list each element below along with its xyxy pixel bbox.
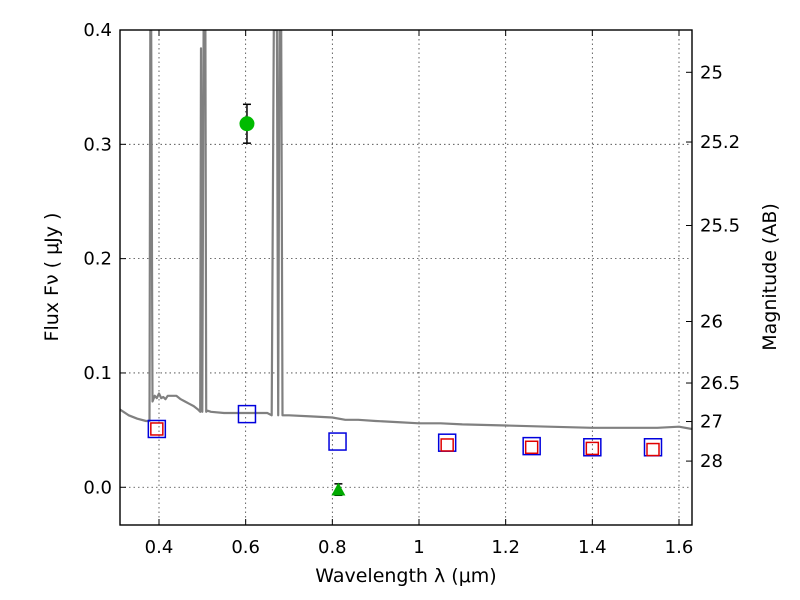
right-tick-label: 26 (700, 312, 723, 333)
x-tick-label: 1.4 (578, 537, 607, 558)
right-tick-label: 28 (700, 451, 723, 472)
model-photometry-marker (583, 438, 602, 457)
axis-ticks: 0.4 0.6 0.8 1 1.2 1.4 1.6 0.0 0.1 0.2 0.3 0.4 25 25.2… (83, 20, 740, 558)
right-tick-label: 26.5 (700, 373, 740, 394)
upper-limit-marker (331, 482, 346, 496)
photometry-marker (150, 422, 164, 436)
model-photometry-marker (522, 436, 541, 456)
right-tick-label: 25 (700, 62, 723, 83)
x-tick-label: 1.6 (665, 537, 694, 558)
detection-marker (239, 116, 255, 132)
x-tick-label: 1 (413, 537, 424, 558)
y-tick-label: 0.4 (83, 20, 112, 41)
y-tick-label: 0.1 (83, 363, 112, 384)
photometry-marker (524, 440, 539, 455)
x-tick-label: 1.2 (491, 537, 520, 558)
right-axis-label: Magnitude (AB) (759, 203, 781, 351)
photometry-marker (440, 438, 454, 452)
y-axis-label: Flux Fν ( μJy ) (41, 213, 63, 342)
model-photometry-marker (237, 404, 257, 424)
y-tick-label: 0.0 (83, 477, 112, 498)
model-photometry-marker (147, 419, 167, 439)
right-tick-label: 27 (700, 412, 723, 433)
right-tick-label: 25.5 (700, 215, 740, 236)
model-sed-line (120, 30, 692, 431)
photometry-marker (585, 441, 600, 456)
plot-data (120, 30, 692, 497)
x-axis-label: Wavelength λ (μm) (315, 565, 496, 587)
plot-frame (119, 29, 693, 526)
y-tick-label: 0.2 (83, 249, 112, 270)
x-tick-label: 0.4 (145, 537, 174, 558)
x-tick-label: 0.8 (318, 537, 347, 558)
y-tick-label: 0.3 (83, 134, 112, 155)
right-tick-label: 25.2 (700, 132, 740, 153)
photometry-marker (646, 442, 660, 457)
x-tick-label: 0.6 (231, 537, 260, 558)
model-photometry-marker (328, 432, 347, 451)
